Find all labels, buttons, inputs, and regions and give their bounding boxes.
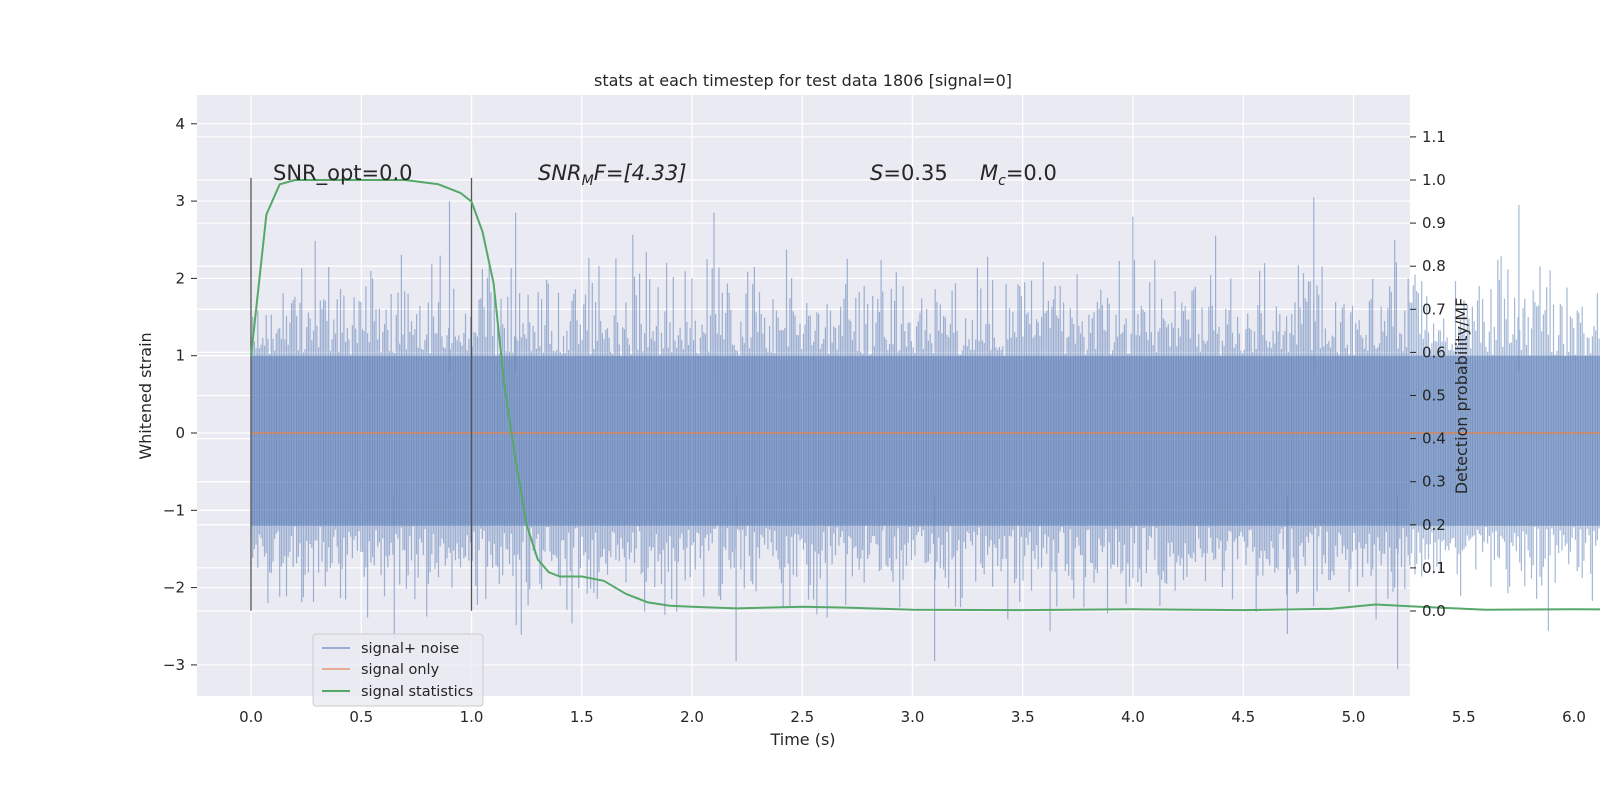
x-tick-label: 1.0: [460, 708, 484, 726]
x-axis-label: Time (s): [769, 730, 835, 749]
x-tick-label: 2.5: [790, 708, 814, 726]
y-right-tick-label: 0.1: [1422, 559, 1446, 577]
x-tick-label: 6.0: [1562, 708, 1586, 726]
y-tick-label: 0: [175, 424, 185, 442]
y-right-tick-label: 0.9: [1422, 214, 1446, 232]
x-axis-ticks: 0.00.51.01.52.02.53.03.54.04.55.05.56.06…: [239, 708, 1586, 726]
y-right-tick-label: 0.5: [1422, 387, 1446, 405]
legend-label-signal-statistics: signal statistics: [361, 684, 473, 700]
legend: signal+ noise signal only signal statist…: [312, 633, 484, 707]
y-tick-label: 4: [175, 115, 185, 133]
y-axis-ticks: 4 3 2 1 0 −1 −2 −3: [163, 115, 197, 674]
y-right-axis-label: Detection probability/MF: [1452, 298, 1471, 495]
x-tick-label: 2.0: [680, 708, 704, 726]
annotation-snr-mf: SNRMF=[4.33]: [538, 161, 687, 189]
y-tick-label: −2: [163, 579, 185, 597]
y-axis-label: Whitened strain: [136, 332, 155, 459]
y-tick-label: −3: [163, 656, 185, 674]
y-right-tick-label: 0.7: [1422, 300, 1446, 318]
x-tick-label: 3.5: [1011, 708, 1035, 726]
annotation-s: S=0.35: [870, 161, 948, 185]
y-tick-label: −1: [163, 501, 185, 519]
y-right-tick-label: 1.1: [1422, 128, 1446, 146]
x-tick-label: 0.0: [239, 708, 263, 726]
signal-statistics-line: [250, 179, 1600, 612]
y-tick-label: 1: [175, 347, 185, 365]
annotation-mc: Mc=0.0: [980, 161, 1057, 189]
y-right-tick-label: 0.8: [1422, 257, 1446, 275]
x-tick-label: 1.5: [570, 708, 594, 726]
signal-noise-series: [250, 197, 1600, 669]
y-right-tick-label: 0.0: [1422, 602, 1446, 620]
x-tick-label: 5.5: [1452, 708, 1476, 726]
annotation-snr-opt: SNR_opt=0.0: [273, 161, 413, 186]
x-tick-label: 5.0: [1342, 708, 1366, 726]
y-right-tick-label: 1.0: [1422, 171, 1446, 189]
y-right-tick-label: 0.2: [1422, 516, 1446, 534]
legend-label-signal-noise: signal+ noise: [361, 641, 459, 657]
x-tick-label: 4.0: [1121, 708, 1145, 726]
chart-title: stats at each timestep for test data 180…: [594, 71, 1012, 90]
legend-label-signal-only: signal only: [361, 662, 440, 678]
x-tick-label: 3.0: [901, 708, 925, 726]
y-tick-label: 2: [175, 269, 185, 287]
y-right-tick-label: 0.6: [1422, 343, 1446, 361]
x-tick-label: 4.5: [1231, 708, 1255, 726]
legend-box: [312, 633, 484, 707]
y-right-axis-ticks: 1.1 1.0 0.9 0.8 0.7 0.6 0.5 0.4 0.3 0.2 0.1 0.0: [1410, 128, 1446, 620]
y-tick-label: 3: [175, 192, 185, 210]
y-right-tick-label: 0.3: [1422, 473, 1446, 491]
signal-statistics-series: [250, 179, 1600, 612]
x-tick-label: 0.5: [349, 708, 373, 726]
window-markers: [250, 177, 473, 611]
y-right-tick-label: 0.4: [1422, 430, 1446, 448]
